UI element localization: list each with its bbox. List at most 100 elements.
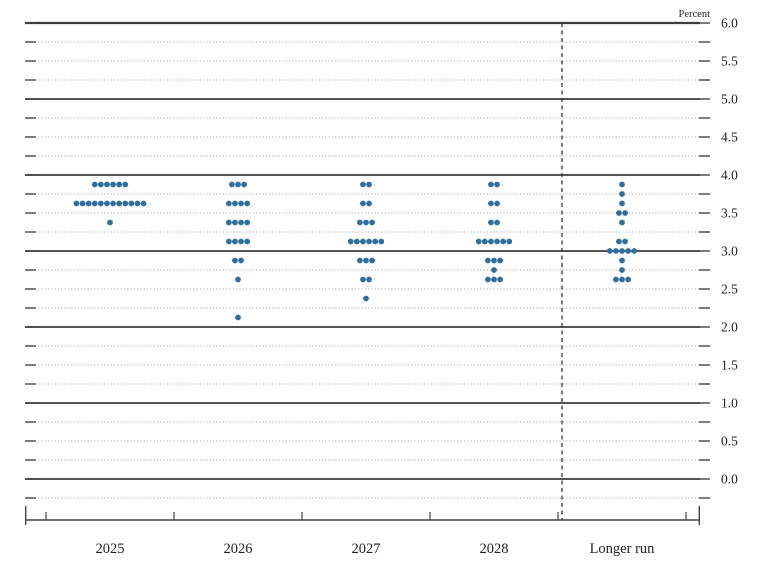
category-label: 2028 (480, 541, 509, 557)
projection-dot (366, 200, 372, 207)
category-label: 2027 (352, 541, 381, 557)
projection-dot (225, 219, 232, 226)
projection-dot (244, 238, 251, 245)
projection-dot (619, 191, 625, 197)
projection-dot (613, 248, 619, 254)
projection-dot (134, 200, 141, 207)
projection-dot (366, 276, 372, 283)
projection-dot (369, 257, 375, 264)
y-axis-unit-label: Percent (679, 9, 711, 20)
projection-dot (494, 219, 500, 226)
projection-dot (491, 276, 497, 283)
projection-dot (225, 238, 232, 245)
projection-dot (140, 200, 147, 207)
projection-dot (360, 181, 366, 188)
y-axis-label: 1.0 (721, 396, 738, 411)
projection-dot (369, 219, 375, 226)
projection-dot (625, 276, 631, 283)
projection-dot (110, 200, 116, 207)
y-axis-label: 3.0 (721, 244, 738, 259)
projection-dot (73, 200, 80, 207)
projection-dot (122, 200, 129, 207)
y-axis-label: 3.5 (721, 206, 738, 221)
projection-dot (494, 200, 500, 207)
projection-dot (244, 219, 251, 226)
y-axis-label: 1.5 (721, 358, 738, 373)
projection-dot (619, 276, 625, 283)
projection-dot (606, 248, 613, 254)
projection-dot (619, 257, 625, 264)
category-label: Longer run (590, 541, 656, 557)
projection-dot (97, 181, 104, 188)
projection-dot (110, 181, 116, 188)
projection-dot (360, 200, 366, 207)
projection-dot (244, 200, 251, 207)
category-label: 2025 (96, 541, 125, 557)
projection-dot (238, 219, 244, 226)
projection-dot (366, 181, 372, 188)
projection-dot (116, 181, 123, 188)
projection-dot (378, 238, 385, 245)
projection-dot (357, 257, 363, 264)
projection-dot (85, 200, 92, 207)
projection-dot (619, 181, 625, 188)
projection-dot (366, 238, 372, 245)
projection-dot (232, 238, 238, 245)
projection-dot (122, 181, 129, 188)
projection-dot (491, 257, 497, 264)
y-axis-label: 5.0 (721, 92, 738, 107)
projection-dot (363, 219, 369, 226)
projection-dot (97, 200, 104, 207)
y-axis-label: 5.5 (721, 54, 738, 69)
projection-dot (497, 257, 503, 264)
projection-dot (235, 314, 241, 321)
projection-dot (488, 219, 494, 226)
projection-dot (488, 238, 494, 245)
projection-dot (619, 200, 625, 207)
projection-dot (232, 219, 238, 226)
projection-dot (372, 238, 379, 245)
projection-dot (235, 181, 241, 188)
projection-dot (232, 200, 238, 207)
y-axis-label: 2.5 (721, 282, 738, 297)
projection-dot (241, 181, 248, 188)
projection-dot (360, 276, 366, 283)
projection-dot (619, 219, 625, 226)
projection-dot (485, 257, 491, 264)
projection-dot (91, 200, 98, 207)
projection-dot (616, 210, 622, 216)
projection-dot (613, 276, 619, 283)
projection-dot (363, 257, 369, 264)
category-label: 2026 (224, 541, 253, 557)
projection-dot (360, 238, 366, 245)
projection-dot (79, 200, 86, 207)
projection-dot (238, 200, 244, 207)
y-axis-label: 0.0 (721, 472, 738, 487)
projection-dot (357, 219, 363, 226)
projection-dot (353, 238, 360, 245)
projection-dot (494, 238, 500, 245)
projection-dot (347, 238, 354, 245)
projection-dot (488, 181, 494, 188)
y-axis-label: 4.0 (721, 168, 738, 183)
projection-dot (91, 181, 98, 188)
projection-dot (485, 276, 491, 283)
projection-dot (500, 238, 507, 245)
projection-dot (128, 200, 135, 207)
projection-dot (481, 238, 488, 245)
projection-dot (506, 238, 513, 245)
projection-dot (622, 210, 628, 216)
projection-dot (107, 219, 113, 226)
projection-dot (363, 295, 369, 302)
projection-dot (104, 200, 110, 207)
projection-dot (619, 248, 625, 254)
y-axis-label: 2.0 (721, 320, 738, 335)
projection-dot (488, 200, 494, 207)
projection-dot (491, 267, 497, 273)
projection-dot (475, 238, 482, 245)
projection-dot (229, 181, 235, 188)
projection-dot (616, 238, 622, 245)
projection-dot (619, 267, 625, 273)
